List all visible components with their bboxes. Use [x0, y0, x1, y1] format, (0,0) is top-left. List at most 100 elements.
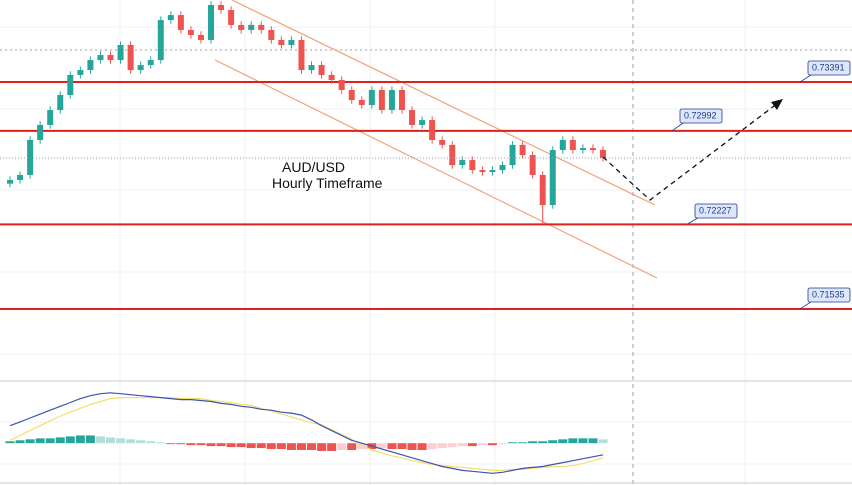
- candle-body: [228, 10, 235, 25]
- macd-histogram-bar: [206, 443, 216, 447]
- macd-histogram-bar: [186, 443, 196, 446]
- macd-histogram-bar: [176, 443, 186, 445]
- candle-body: [519, 144, 526, 156]
- macd-histogram-bar: [568, 438, 578, 444]
- candle-body: [187, 29, 194, 35]
- chart-subtitle: Hourly Timeframe: [272, 175, 383, 191]
- macd-histogram-bar: [75, 435, 85, 444]
- candle-body: [107, 55, 114, 61]
- candle-body: [449, 144, 456, 166]
- candle-body: [368, 89, 375, 106]
- candle-body: [67, 74, 74, 95]
- label-box: [679, 108, 723, 124]
- candle-body: [439, 139, 446, 145]
- macd-histogram-bar: [65, 436, 75, 444]
- candle-body: [308, 65, 315, 71]
- candle-body: [87, 60, 94, 71]
- macd-histogram-bar: [5, 441, 15, 444]
- macd-histogram-bar: [85, 435, 95, 444]
- label-box: [807, 287, 851, 303]
- candle-body: [117, 44, 124, 61]
- macd-histogram-bar: [266, 443, 276, 450]
- macd-histogram-bar: [246, 443, 256, 449]
- candle-body: [268, 29, 275, 40]
- macd-pane: [5, 392, 608, 474]
- macd-histogram-bar: [337, 443, 347, 450]
- macd-histogram-bar: [497, 443, 507, 445]
- macd-histogram-bar: [347, 443, 357, 450]
- macd-histogram-bar: [427, 443, 437, 450]
- level-label: 0.73391: [812, 62, 845, 72]
- macd-histogram-bar: [387, 443, 397, 450]
- candle-body: [248, 24, 255, 30]
- candle-body: [47, 110, 54, 125]
- macd-histogram-bar: [95, 436, 105, 444]
- candle-body: [288, 39, 295, 45]
- candle-body: [157, 20, 164, 61]
- macd-histogram-bar: [548, 440, 558, 444]
- macd-histogram-bar: [136, 440, 146, 444]
- projection-arrow: [602, 102, 779, 201]
- candle-body: [509, 144, 516, 166]
- candle-body: [358, 100, 365, 106]
- macd-histogram-bar: [216, 443, 226, 447]
- candle-body: [238, 24, 245, 30]
- macd-histogram-bar: [156, 442, 166, 444]
- macd-histogram-bar: [417, 443, 427, 450]
- candle-body: [388, 89, 395, 111]
- macd-histogram-bar: [35, 438, 45, 444]
- candle-body: [338, 79, 345, 90]
- macd-histogram-bar: [437, 443, 447, 449]
- candle-body: [589, 148, 596, 151]
- candle-body: [278, 39, 285, 45]
- candles: [0, 1, 852, 225]
- macd-histogram-bar: [307, 443, 317, 450]
- candle-body: [258, 24, 265, 30]
- macd-histogram-bar: [236, 443, 246, 448]
- macd-histogram-bar: [588, 438, 598, 444]
- macd-histogram-bar: [397, 443, 407, 450]
- macd-histogram-bar: [487, 443, 497, 446]
- level-label: 0.71535: [812, 289, 845, 299]
- channel-line: [214, 59, 658, 279]
- candle-body: [7, 179, 13, 184]
- candle-body: [348, 89, 355, 101]
- macd-histogram-bar: [377, 443, 387, 449]
- macd-histogram-bar: [45, 438, 55, 444]
- macd-histogram-bar: [116, 438, 126, 444]
- candle-body: [137, 65, 144, 71]
- level-label: 0.72992: [684, 110, 717, 120]
- macd-histogram-bar: [508, 442, 518, 444]
- candle-body: [479, 170, 486, 173]
- macd-histogram-bar: [126, 439, 136, 444]
- candle-body: [77, 70, 84, 75]
- candle-body: [559, 139, 566, 151]
- candle-body: [97, 55, 104, 61]
- label-box: [694, 203, 738, 219]
- macd-histogram-bar: [146, 441, 156, 444]
- channel-line: [231, 0, 656, 206]
- levels: 0.73391 0.72992 0.72227 0.71535: [0, 60, 852, 310]
- candle-body: [298, 39, 305, 71]
- candle-body: [218, 5, 225, 11]
- candle-body: [539, 174, 546, 206]
- macd-histogram-bar: [528, 441, 538, 444]
- macd-histogram-bar: [55, 437, 65, 444]
- candle-body: [529, 155, 536, 175]
- macd-histogram-bar: [477, 443, 487, 446]
- macd-histogram-bar: [296, 443, 306, 450]
- macd-histogram-bar: [407, 443, 417, 450]
- candle-body: [398, 89, 405, 111]
- candle-body: [147, 60, 154, 66]
- candle-body: [489, 170, 496, 173]
- macd-histogram-bar: [327, 443, 337, 451]
- macd-histogram-bar: [598, 439, 608, 444]
- candle-body: [459, 160, 466, 166]
- candle-body: [328, 74, 335, 80]
- candle-body: [127, 44, 134, 71]
- level-label: 0.72227: [699, 205, 732, 215]
- candle-body: [57, 95, 64, 111]
- macd-histogram-bar: [467, 443, 477, 447]
- candle-body: [177, 15, 184, 30]
